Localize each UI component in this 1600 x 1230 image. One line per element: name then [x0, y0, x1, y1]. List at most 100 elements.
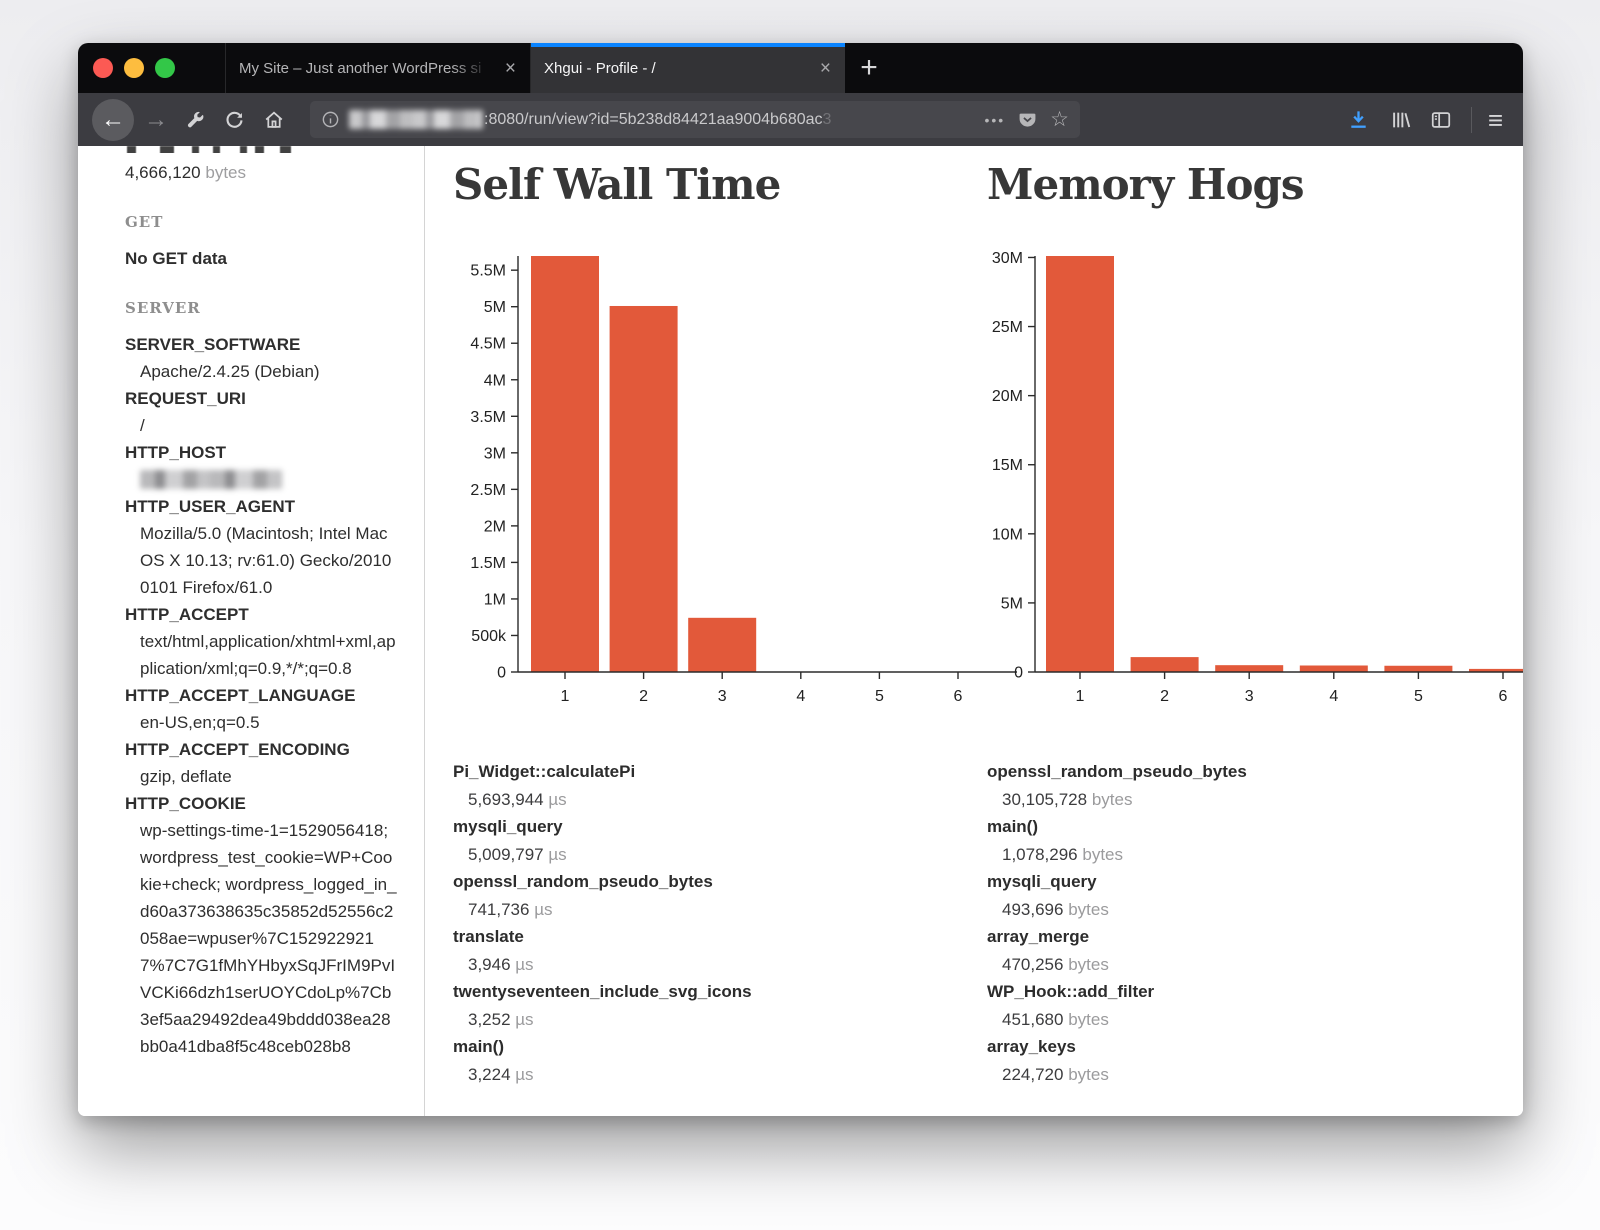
library-button[interactable] [1390, 109, 1412, 131]
function-value-number: 30,105,728 [1002, 789, 1092, 809]
server-key: HTTP_ACCEPT_LANGUAGE [125, 686, 356, 705]
page-tools-button[interactable] [185, 109, 206, 130]
bar-3 [688, 617, 757, 672]
tab-title: My Site – Just another WordPress si [239, 59, 482, 77]
tab-bar: My Site – Just another WordPress si × Xh… [78, 43, 1523, 93]
memory-hogs-chart: 0 5M 10M 15M 20M 25M 30M 1 2 3 4 5 6 [992, 250, 1523, 705]
function-value-unit: bytes [1068, 954, 1109, 974]
function-value-unit: µs [515, 954, 534, 974]
server-value: wp-settings-time-1=1529056418; wordpress… [140, 821, 397, 1056]
traffic-lights [78, 43, 225, 93]
function-name: mysqli_query [453, 817, 563, 836]
bar-1 [531, 256, 599, 672]
y-tick-label: 1.5M [470, 555, 506, 572]
tab-wordpress-site[interactable]: My Site – Just another WordPress si × [225, 43, 530, 93]
back-button[interactable]: ← [92, 98, 134, 141]
function-value-unit: µs [548, 844, 567, 864]
sidebar-toggle-icon [1431, 111, 1450, 128]
url-text: :8080/run/view?id=5b238d84421aa9004b680a… [484, 110, 823, 128]
pocket-button[interactable] [1018, 110, 1037, 129]
function-value: 224,720 bytes [987, 1061, 1477, 1089]
function-value-number: 3,252 [468, 1009, 516, 1029]
function-value-number: 1,078,296 [1002, 844, 1083, 864]
zoom-window-button[interactable] [155, 58, 175, 78]
server-value: en-US,en;q=0.5 [140, 713, 260, 732]
function-name: mysqli_query [987, 872, 1097, 891]
function-name: translate [453, 927, 524, 946]
tab-xhgui-profile[interactable]: Xhgui - Profile - / × [530, 43, 845, 93]
tab-close-icon[interactable]: × [819, 57, 831, 79]
x-tick-label: 2 [639, 688, 648, 705]
server-section-header: SERVER [125, 299, 201, 317]
home-button[interactable] [263, 109, 285, 131]
function-value: 3,224 µs [453, 1061, 943, 1089]
y-tick-label: 30M [992, 250, 1023, 267]
bar-2 [1130, 657, 1199, 672]
new-tab-button[interactable]: + [860, 51, 878, 84]
reload-button[interactable] [224, 109, 245, 130]
site-info-button[interactable] [321, 110, 340, 129]
function-value-unit: bytes [1091, 789, 1133, 809]
url-text-faded: 3 [822, 110, 832, 128]
self-wall-time-title: Self Wall Time [453, 160, 781, 209]
function-value-number: 451,680 [1002, 1009, 1069, 1029]
function-value-number: 741,736 [468, 899, 535, 919]
reload-icon [226, 111, 243, 128]
library-icon [1392, 112, 1411, 127]
y-tick-label: 0 [1014, 665, 1023, 682]
function-value: 5,009,797 µs [453, 841, 943, 869]
function-value-number: 5,009,797 [468, 844, 549, 864]
function-value-number: 470,256 [1002, 954, 1069, 974]
x-tick-label: 3 [1245, 688, 1254, 705]
get-section-header: GET [125, 213, 164, 231]
server-key: SERVER_SOFTWARE [125, 335, 301, 354]
close-window-button[interactable] [93, 58, 113, 78]
function-value-number: 3,946 [468, 954, 516, 974]
tab-title-fade [451, 43, 497, 93]
x-tick-label: 1 [1076, 688, 1085, 705]
navigation-toolbar: ← → :8080/run/view?id=5b238d84421aa9004b… [78, 93, 1523, 146]
blurred-server-value [140, 470, 282, 489]
forward-button[interactable]: → [144, 106, 168, 134]
blurred-url-host [349, 110, 483, 129]
server-value: Mozilla/5.0 (Macintosh; Intel Mac OS X 1… [140, 524, 392, 597]
y-tick-label: 2M [484, 518, 506, 535]
bar-6 [1469, 668, 1523, 672]
bar-5 [1384, 665, 1453, 672]
tab-title: Xhgui - Profile - / [544, 59, 656, 77]
function-value-unit: µs [548, 789, 567, 809]
function-value-unit: µs [515, 1064, 534, 1084]
y-tick-label: 5M [1001, 595, 1023, 612]
bookmark-star-button[interactable]: ☆ [1050, 108, 1069, 131]
function-value-unit: bytes [1068, 899, 1109, 919]
y-tick-label: 25M [992, 319, 1023, 336]
function-value: 470,256 bytes [987, 951, 1477, 979]
server-entries: SERVER_SOFTWARE Apache/2.4.25 (Debian) REQ… [125, 331, 398, 1060]
function-name: Pi_Widget::calculatePi [453, 762, 636, 781]
tab-close-icon[interactable]: × [504, 57, 516, 79]
function-value-unit: bytes [1068, 1064, 1109, 1084]
sidebar-toggle-button[interactable] [1430, 109, 1452, 131]
function-value-unit: µs [515, 1009, 534, 1029]
downloads-button[interactable] [1347, 108, 1370, 131]
minimize-window-button[interactable] [124, 58, 144, 78]
back-arrow-icon: ← [101, 105, 125, 133]
function-value: 741,736 µs [453, 896, 943, 924]
y-tick-label: 3.5M [470, 409, 506, 426]
active-tab-indicator [531, 43, 845, 47]
function-value-unit: bytes [1082, 844, 1123, 864]
bar-1 [1046, 256, 1114, 672]
function-name: main() [987, 817, 1038, 836]
function-name: array_merge [987, 927, 1090, 946]
function-value: 3,252 µs [453, 1006, 943, 1034]
function-name: main() [453, 1037, 504, 1056]
bar-4 [1299, 665, 1368, 672]
menu-button[interactable]: ≡ [1487, 104, 1503, 135]
function-value: 3,946 µs [453, 951, 943, 979]
self-wall-time-chart: 0 500k 1M 1.5M 2M 2.5M 3M 3.5M 4M 4.5M 5M 5.5M 1 2 3 4 5… [470, 256, 1017, 705]
function-value-unit: µs [534, 899, 553, 919]
page-actions-button[interactable]: ••• [984, 111, 1006, 128]
url-bar[interactable]: :8080/run/view?id=5b238d84421aa9004b680a… [310, 101, 1080, 138]
function-name: array_keys [987, 1037, 1076, 1056]
function-value-number: 493,696 [1002, 899, 1069, 919]
